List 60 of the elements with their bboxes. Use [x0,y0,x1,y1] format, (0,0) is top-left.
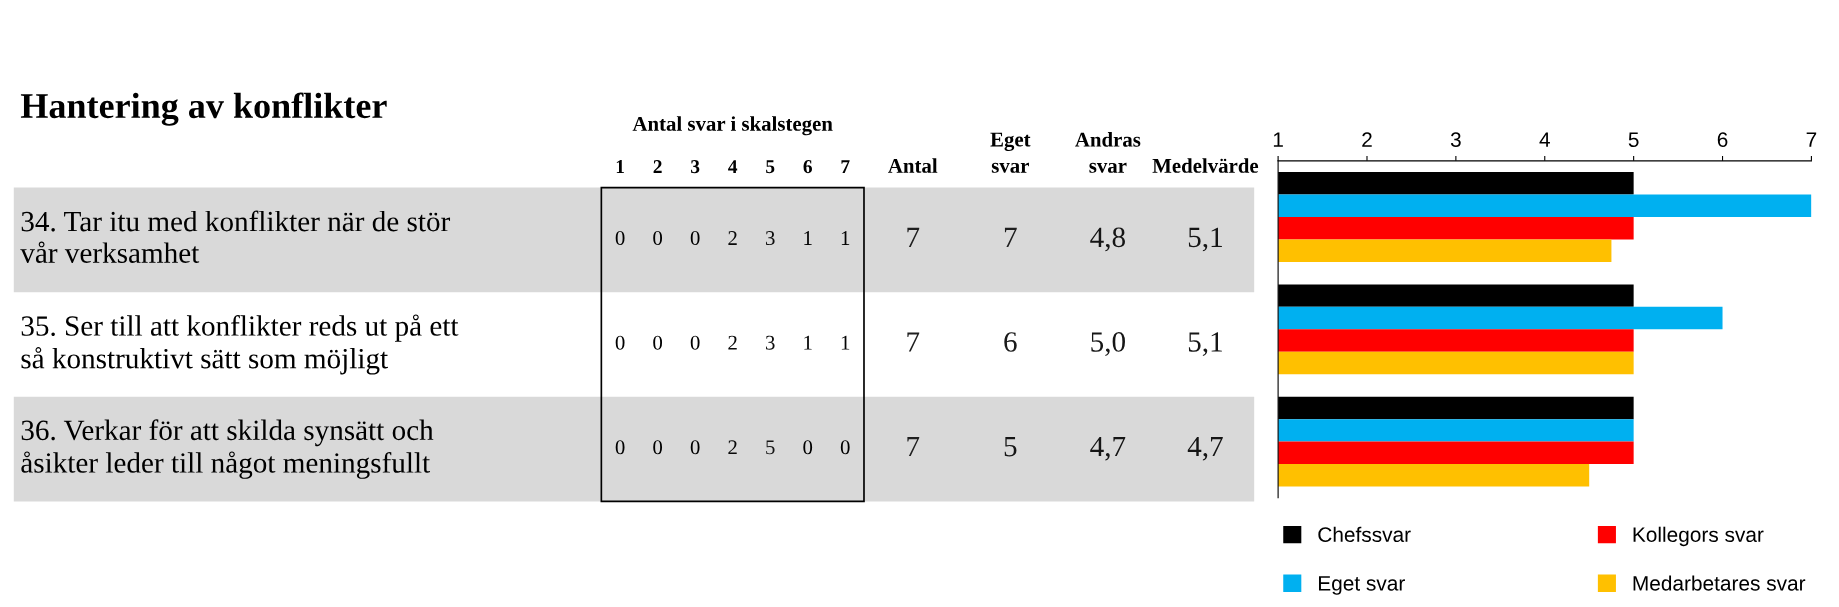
data-label: 2 [728,440,737,455]
data-label: 0 [615,440,625,455]
data-label: 0 [653,335,663,350]
data-label: 1 [841,231,850,245]
data-label: 2 [728,335,737,350]
x-tick-label: 1 [616,160,624,173]
x-tick-label: Eget svar [990,132,1031,173]
legend-label: Medarbetares svar [1633,575,1806,591]
data-label: 5,0 [1091,332,1125,356]
x-tick-label: 4 [1539,132,1550,147]
data-label: 0 [803,440,813,455]
data-label: 0 [653,231,663,246]
data-label: 0 [690,440,700,455]
x-tick-label: 4 [728,160,738,173]
legend-label: Kollegors svar [1633,526,1764,547]
x-tick-label: 1 [1273,132,1283,147]
x-tick-label: 5 [1628,132,1639,148]
x-tick-label: 7 [841,160,850,173]
data-label: 0 [615,335,625,350]
data-label: 5,1 [1188,332,1222,356]
text: Hantering av konflikter [20,92,387,126]
data-label: 4,7 [1187,436,1223,461]
x-tick-label: 2 [1362,132,1372,147]
data-label: 5,1 [1188,227,1222,252]
data-label: 7 [907,332,920,352]
data-label: 5 [766,440,775,455]
data-label: 4,7 [1090,436,1126,461]
data-label: 3 [765,335,775,350]
data-label: 0 [690,231,700,246]
x-tick-label: 6 [803,160,813,174]
data-label: 1 [841,335,850,350]
x-tick-label: 3 [691,160,700,174]
x-tick-label: Medelvärde [1152,158,1259,173]
data-label: 6 [1004,332,1017,352]
data-label: 5 [1004,436,1017,457]
data-label: 0 [840,440,850,455]
x-tick-label: 6 [1717,132,1728,148]
data-label: 0 [653,440,663,455]
data-label: 1 [804,335,812,350]
x-tick-label: 5 [766,160,775,174]
data-label: 3 [765,231,775,246]
x-tick-label: 7 [1806,132,1817,147]
x-tick-label: Antal [888,158,938,173]
data-label: 7 [907,227,920,247]
x-tick-label: 2 [653,160,662,173]
data-label: 7 [1004,227,1017,247]
y-tick-label: 36. Verkar för att skilda synsätt och åsikter leder till något meningsfullt [21,419,434,479]
y-tick-label: 34. Tar itu med konflikter när de stör vår verksamhet [20,210,451,263]
y-tick-label: 35. Ser till att konflikter reds ut på ett så konstruktivt sätt som möjligt [21,314,459,375]
data-label: 4,8 [1090,227,1125,252]
data-label: 0 [690,335,700,350]
text: Antal svar i skalstegen [632,116,833,136]
data-label: 7 [907,436,920,457]
x-tick-label: 3 [1450,132,1461,148]
data-label: 0 [615,231,625,246]
legend-label: Eget svar [1318,576,1405,595]
data-label: 2 [728,231,737,245]
legend-label: Chefssvar [1318,526,1411,543]
data-label: 1 [804,231,812,245]
x-tick-label: Andras svar [1075,132,1141,173]
